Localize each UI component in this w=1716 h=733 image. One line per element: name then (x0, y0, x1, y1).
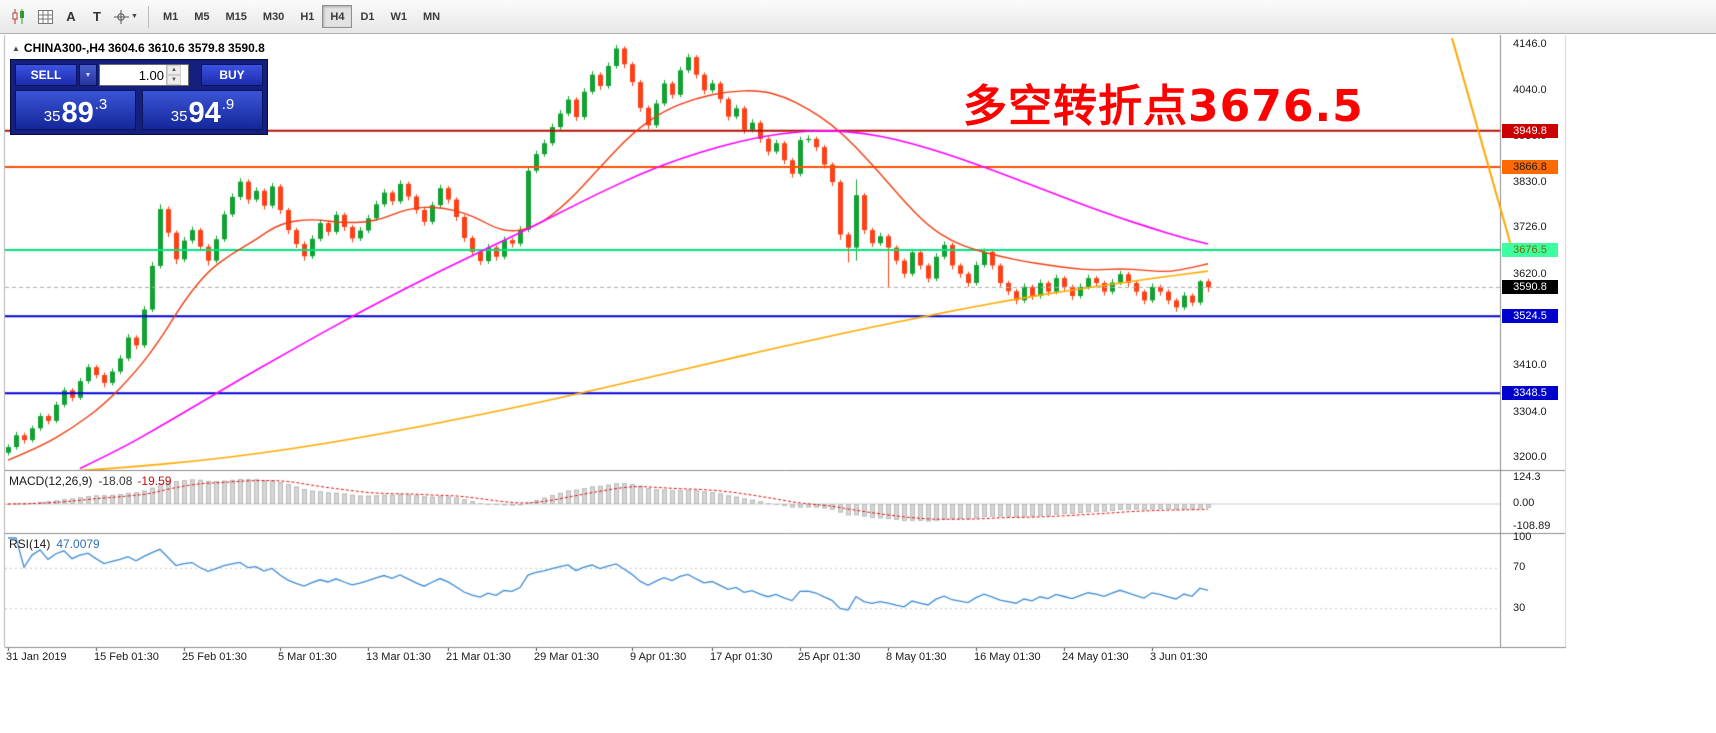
y-axis-label: 3304.0 (1513, 405, 1547, 418)
rsi-pane-title: RSI(14) 47.0079 (9, 537, 100, 551)
buy-button[interactable]: BUY (201, 64, 263, 86)
ask-price-prefix: 35 (170, 108, 188, 125)
macd-main-value: -18.08 (98, 474, 133, 488)
one-click-toggle-icon[interactable]: ▲ (12, 44, 20, 53)
x-axis-date-label: 13 Mar 01:30 (366, 651, 431, 663)
bid-price-prefix: 35 (43, 108, 61, 125)
price-level-badge: 3348.5 (1502, 386, 1558, 401)
volume-input[interactable] (100, 65, 166, 85)
timeframe-h4[interactable]: H4 (322, 5, 353, 28)
chart-ohlc-title: CHINA300-,H4 3604.6 3610.6 3579.8 3590.8 (23, 41, 265, 55)
text-tool-icon[interactable]: A (59, 5, 83, 29)
y-axis-label: 3726.0 (1513, 221, 1547, 234)
x-axis-date-label: 25 Apr 01:30 (798, 651, 861, 663)
ask-price-fraction: .9 (221, 96, 235, 113)
volume-increase-button[interactable]: ▲ (167, 65, 181, 75)
chevron-down-icon: ▼ (131, 13, 138, 20)
macd-axis-label: 124.3 (1513, 470, 1541, 483)
volume-decrease-button[interactable]: ▼ (167, 75, 181, 85)
x-axis-date-label: 3 Jun 01:30 (1150, 651, 1208, 663)
ask-price-pips: 94 (188, 97, 221, 130)
y-axis-label: 4146.0 (1513, 38, 1547, 50)
timeframe-m15[interactable]: M15 (218, 5, 255, 28)
rsi-value: 47.0079 (56, 537, 100, 551)
toolbar-separator (147, 5, 149, 28)
x-axis-date-label: 15 Feb 01:30 (94, 651, 159, 663)
bid-price-pips: 89 (61, 97, 94, 130)
bid-price[interactable]: 35 89.3 (15, 90, 136, 130)
y-axis-label: 3830.0 (1513, 175, 1547, 188)
rsi-axis-label: 30 (1513, 601, 1526, 614)
timeframe-w1[interactable]: W1 (383, 5, 416, 28)
toolbar: A T ▼ M1 M5 M15 M30 H1 H4 D1 W1 MN (0, 0, 1716, 34)
timeframe-mn[interactable]: MN (415, 5, 448, 28)
volume-field: ▲ ▼ (99, 64, 189, 86)
volume-dropdown-button[interactable]: ▼ (79, 64, 97, 86)
macd-signal-value: -19.59 (137, 474, 172, 488)
macd-pane-title: MACD(12,26,9) -18.08 -19.59 (9, 474, 172, 488)
price-level-badge: 3524.5 (1502, 309, 1558, 324)
y-axis-label: 3410.0 (1513, 359, 1547, 372)
y-axis-label: 3200.0 (1513, 450, 1547, 463)
timeframe-group: M1 M5 M15 M30 H1 H4 D1 W1 MN (155, 0, 448, 33)
x-axis-date-label: 25 Feb 01:30 (182, 651, 247, 663)
bid-price-fraction: .3 (94, 96, 108, 113)
timeframe-m5[interactable]: M5 (186, 5, 217, 28)
price-level-badge: 3676.5 (1502, 242, 1558, 257)
x-axis-date-label: 5 Mar 01:30 (278, 651, 337, 663)
chart-text-annotation: 多空转折点3676.5 (963, 81, 1364, 132)
macd-axis-label: 0.00 (1513, 497, 1535, 509)
chart-header: ▲ CHINA300-,H4 3604.6 3610.6 3579.8 3590.… (12, 41, 265, 55)
x-axis-date-label: 16 May 01:30 (974, 651, 1041, 663)
current-price-badge: 3590.8 (1502, 280, 1558, 295)
sell-button[interactable]: SELL (15, 64, 77, 86)
x-axis-date-label: 17 Apr 01:30 (710, 651, 773, 663)
y-axis-label: 4040.0 (1513, 84, 1547, 97)
x-axis-date-label: 8 May 01:30 (886, 651, 947, 663)
rsi-axis-label: 70 (1513, 561, 1526, 574)
timeframe-m1[interactable]: M1 (155, 5, 186, 28)
price-level-badge: 3949.8 (1502, 123, 1558, 138)
timeframe-d1[interactable]: D1 (352, 5, 382, 28)
label-tool-icon[interactable]: T (85, 5, 109, 29)
crosshair-tool-icon[interactable]: ▼ (111, 5, 141, 29)
volume-stepper: ▲ ▼ (166, 65, 181, 85)
indicators-icon[interactable] (7, 5, 31, 29)
timeframe-m30[interactable]: M30 (255, 5, 292, 28)
x-axis-date-label: 21 Mar 01:30 (446, 651, 511, 663)
price-level-badge: 3866.8 (1502, 159, 1558, 174)
timeframe-h1[interactable]: H1 (292, 5, 322, 28)
rsi-axis-label: 100 (1513, 531, 1532, 543)
grid-icon[interactable] (33, 5, 57, 29)
toolbar-icon-group: A T ▼ (6, 0, 142, 33)
x-axis-date-label: 9 Apr 01:30 (630, 651, 687, 663)
y-axis-label: 3620.0 (1513, 267, 1547, 280)
x-axis-date-label: 29 Mar 01:30 (534, 651, 599, 663)
x-axis-date-label: 24 May 01:30 (1062, 651, 1129, 663)
x-axis-date-label: 31 Jan 2019 (6, 651, 67, 663)
ask-price[interactable]: 35 94.9 (142, 90, 263, 130)
macd-axis-label: -108.89 (1513, 519, 1551, 532)
